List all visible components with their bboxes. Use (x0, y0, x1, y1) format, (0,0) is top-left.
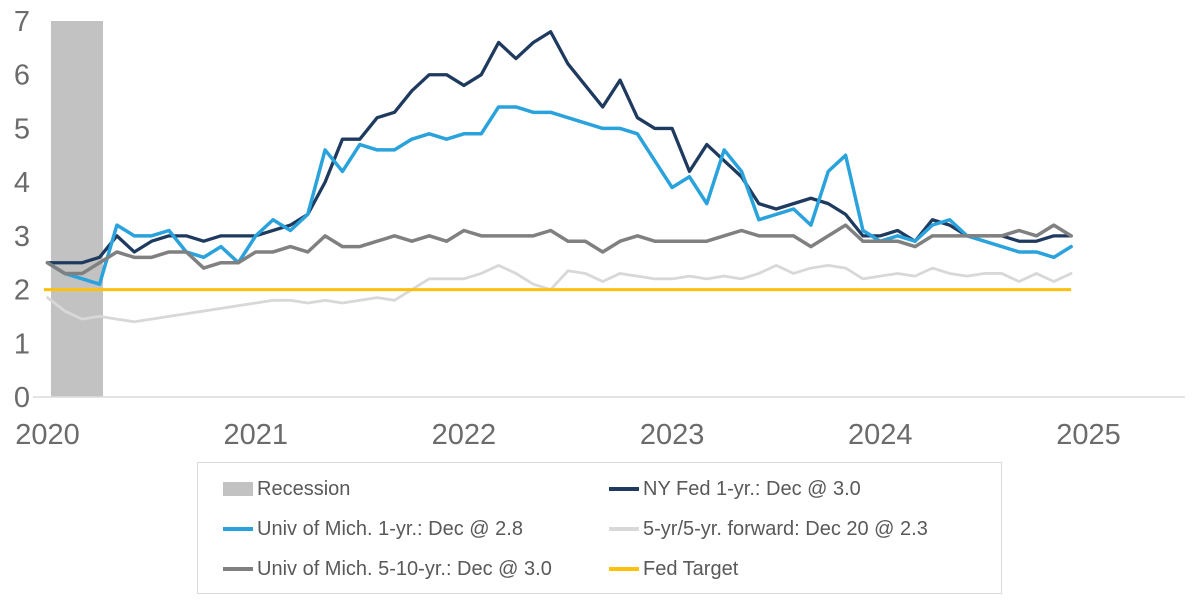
legend-item: Univ of Mich. 5-10-yr.: Dec @ 3.0 (223, 549, 609, 589)
legend-swatch-5yr5yr-forward (609, 527, 639, 531)
recession-band (50, 21, 104, 397)
series-line-5yr5yr-forward (46, 263, 1073, 324)
legend-label-fed-target: Fed Target (643, 557, 739, 580)
legend-label-5yr5yr-forward: 5-yr/5-yr. forward: Dec 20 @ 2.3 (643, 517, 928, 540)
y-axis-tick-label: 4 (14, 167, 30, 199)
legend-item: Fed Target (609, 549, 1001, 589)
y-axis-tick-label: 1 (14, 328, 30, 360)
legend-swatch-fed-target (609, 567, 639, 571)
series-line-umich-5-10yr (45, 223, 1073, 276)
x-axis-tick-label: 2023 (640, 419, 705, 451)
x-axis-tick-label: 2021 (223, 419, 288, 451)
y-axis-tick-label: 5 (14, 113, 30, 145)
legend-label-umich-1yr: Univ of Mich. 1-yr.: Dec @ 2.8 (257, 517, 523, 540)
chart-canvas: 0 1 2 3 4 5 6 7 2020 2021 2022 2023 2024 2025 (14, 6, 1185, 451)
legend-item: NY Fed 1-yr.: Dec @ 3.0 (609, 469, 1001, 509)
legend-swatch-ny-fed-1yr (609, 487, 639, 491)
legend-swatch-recession (223, 482, 253, 496)
series-line-umich-1yr (45, 105, 1073, 286)
legend-label-ny-fed-1yr: NY Fed 1-yr.: Dec @ 3.0 (643, 477, 861, 500)
legend-box: Recession NY Fed 1-yr.: Dec @ 3.0 Univ o… (197, 462, 1002, 594)
x-axis-tick-label: 2024 (848, 419, 913, 451)
y-axis-tick-label: 3 (14, 221, 30, 253)
legend-item: 5-yr/5-yr. forward: Dec 20 @ 2.3 (609, 509, 1001, 549)
series-line-ny-fed-1yr (45, 30, 1073, 265)
x-axis-tick-label: 2025 (1056, 419, 1121, 451)
legend-item: Recession (223, 469, 609, 509)
legend-label-umich-5-10yr: Univ of Mich. 5-10-yr.: Dec @ 3.0 (257, 557, 552, 580)
x-axis-tick-label: 2020 (15, 419, 80, 451)
y-axis-tick-label: 7 (14, 6, 30, 38)
legend-label-recession: Recession (257, 477, 351, 500)
legend-swatch-umich-5-10yr (223, 567, 253, 571)
legend-swatch-umich-1yr (223, 527, 253, 531)
legend-item: Univ of Mich. 1-yr.: Dec @ 2.8 (223, 509, 609, 549)
y-axis-tick-label: 2 (14, 275, 30, 307)
x-axis-tick-label: 2022 (432, 419, 497, 451)
y-axis-tick-label: 6 (14, 60, 30, 92)
y-axis-tick-label: 0 (14, 382, 30, 414)
